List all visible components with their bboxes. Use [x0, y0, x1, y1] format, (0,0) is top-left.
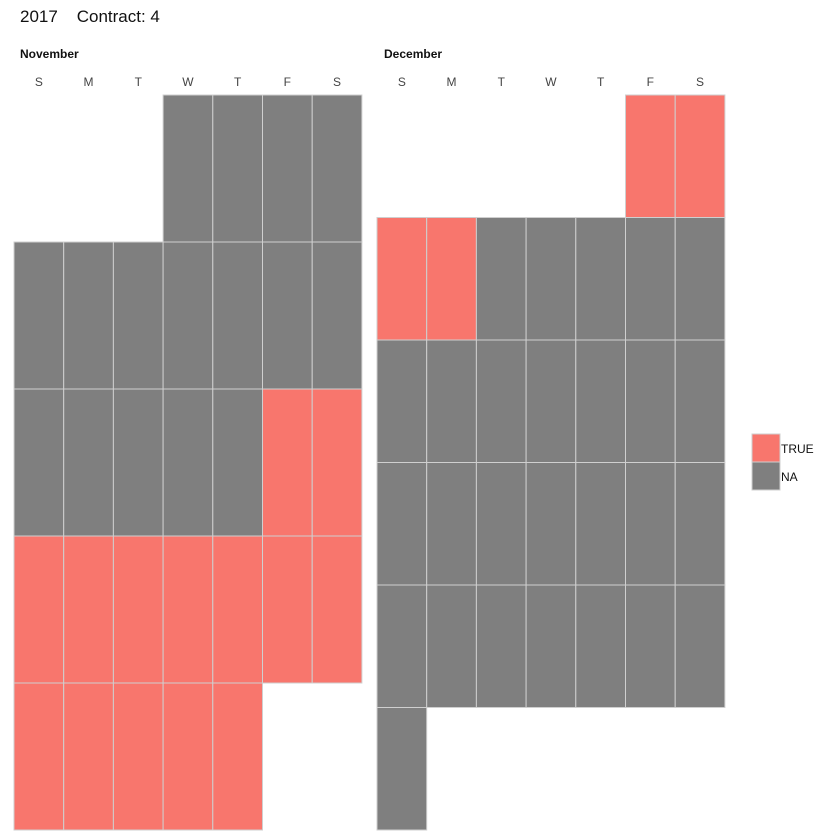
day-cell-november-true — [13, 535, 65, 684]
day-cell-december-na — [625, 339, 676, 463]
day-cell-december-na — [674, 217, 726, 341]
day-cell-november-na — [212, 388, 264, 537]
day-cell-december-na — [575, 339, 626, 463]
day-cell-december-na — [625, 217, 676, 341]
day-cell-december-na — [575, 217, 626, 341]
day-cell-december-na — [475, 339, 527, 463]
day-cell-november-true — [262, 388, 313, 537]
weekday-label: T — [498, 75, 506, 89]
weekday-label: F — [284, 75, 291, 89]
day-cell-december-na — [525, 584, 577, 708]
day-cell-december-na — [674, 462, 726, 586]
day-cell-november-na — [162, 241, 214, 390]
day-cell-november-na — [262, 94, 313, 243]
day-cell-december-true — [625, 94, 676, 218]
day-cell-november-true — [262, 535, 313, 684]
day-cell-november-na — [13, 388, 65, 537]
day-cell-december-na — [475, 584, 527, 708]
day-cell-november-na — [13, 241, 65, 390]
day-cell-december-na — [376, 462, 428, 586]
day-cell-december-true — [426, 217, 477, 341]
weekday-label: S — [35, 75, 43, 89]
legend-swatch-true — [751, 433, 781, 463]
day-cell-november-true — [212, 682, 264, 831]
day-cell-december-na — [426, 339, 477, 463]
day-cell-november-na — [311, 241, 363, 390]
day-cell-november-na — [63, 388, 114, 537]
weekday-label: T — [597, 75, 605, 89]
weekday-label: T — [135, 75, 143, 89]
day-cell-december-true — [376, 217, 428, 341]
day-cell-november-true — [112, 535, 164, 684]
day-cell-december-na — [475, 217, 527, 341]
weekday-label: M — [84, 75, 94, 89]
day-cell-december-na — [575, 462, 626, 586]
legend-swatch-na — [751, 461, 781, 491]
day-cell-december-na — [376, 339, 428, 463]
day-cell-december-na — [525, 462, 577, 586]
weekday-label: M — [447, 75, 457, 89]
day-cell-november-true — [212, 535, 264, 684]
legend-label-true: TRUE — [781, 442, 814, 456]
page-title: 2017 Contract: 4 — [20, 7, 160, 26]
day-cell-december-na — [674, 584, 726, 708]
day-cell-november-na — [262, 241, 313, 390]
day-cell-december-na — [625, 462, 676, 586]
day-cell-november-na — [63, 241, 114, 390]
legend-label-na: NA — [781, 470, 798, 484]
day-cell-november-true — [13, 682, 65, 831]
day-cell-november-na — [212, 241, 264, 390]
weekday-label: T — [234, 75, 242, 89]
day-cell-november-true — [112, 682, 164, 831]
day-cell-december-na — [426, 462, 477, 586]
day-cell-november-na — [162, 94, 214, 243]
weekday-label: S — [333, 75, 341, 89]
day-cell-november-true — [63, 535, 114, 684]
day-cell-december-na — [625, 584, 676, 708]
day-cell-november-true — [63, 682, 114, 831]
day-cell-november-true — [311, 388, 363, 537]
day-cell-december-na — [426, 584, 477, 708]
day-cell-december-na — [376, 584, 428, 708]
day-cell-november-na — [112, 388, 164, 537]
day-cell-november-na — [162, 388, 214, 537]
day-cell-december-true — [674, 94, 726, 218]
day-cell-november-true — [162, 535, 214, 684]
weekday-label: S — [398, 75, 406, 89]
day-cell-december-na — [525, 217, 577, 341]
day-cell-november-na — [212, 94, 264, 243]
day-cell-november-na — [112, 241, 164, 390]
day-cell-december-na — [525, 339, 577, 463]
day-cell-november-true — [311, 535, 363, 684]
month-title-december: December — [384, 47, 442, 61]
day-cell-november-na — [311, 94, 363, 243]
weekday-label: W — [545, 75, 557, 89]
day-cell-december-na — [674, 339, 726, 463]
day-cell-november-true — [162, 682, 214, 831]
month-title-november: November — [20, 47, 79, 61]
day-cell-december-na — [475, 462, 527, 586]
day-cell-december-na — [575, 584, 626, 708]
weekday-label: F — [647, 75, 654, 89]
day-cell-december-na — [376, 707, 428, 831]
weekday-label: W — [182, 75, 194, 89]
weekday-label: S — [696, 75, 704, 89]
